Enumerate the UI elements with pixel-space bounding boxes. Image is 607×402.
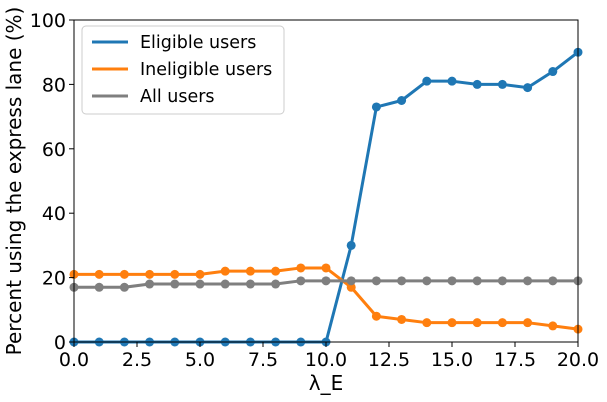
data-point [371, 102, 381, 112]
data-point [497, 318, 507, 328]
data-point [346, 282, 356, 292]
data-point [422, 276, 432, 286]
data-point [397, 96, 407, 105]
data-point [346, 240, 356, 250]
x-tick-label: 7.5 [248, 349, 278, 371]
data-point [548, 321, 558, 331]
data-point [447, 318, 457, 328]
legend-box [81, 25, 285, 115]
data-point [497, 276, 507, 286]
data-point [195, 279, 205, 289]
data-point [523, 318, 533, 328]
series-layer [69, 47, 583, 347]
data-point [422, 76, 432, 86]
data-point [447, 76, 457, 86]
data-point [119, 282, 129, 292]
data-point [523, 276, 533, 286]
y-tick-label: 20 [42, 268, 66, 290]
legend: Eligible users Ineligible users All users [81, 25, 285, 115]
data-point [296, 276, 306, 286]
data-point [220, 279, 230, 289]
series-ineligible-users [69, 263, 583, 334]
data-point [321, 276, 331, 286]
data-point [346, 276, 356, 286]
x-axis-label: λ_E [309, 371, 343, 395]
x-tick-label: 20.0 [557, 349, 599, 371]
x-tick-label: 0.0 [59, 349, 89, 371]
y-tick-label: 80 [42, 74, 66, 96]
data-point [245, 279, 255, 289]
data-point [497, 79, 507, 89]
data-point [548, 67, 558, 77]
legend-label: Ineligible users [140, 60, 272, 80]
data-point [271, 279, 281, 289]
y-tick-label: 0 [54, 332, 66, 354]
x-tick-label: 15.0 [431, 349, 473, 371]
data-point [548, 276, 558, 286]
x-tick-label: 12.5 [368, 349, 410, 371]
data-point [371, 276, 381, 286]
y-axis-label: Percent using the express lane (%) [2, 7, 26, 356]
data-point [397, 276, 407, 286]
data-point [472, 318, 482, 328]
legend-label: Eligible users [140, 33, 256, 53]
series-all-users [69, 276, 583, 292]
x-tick-label: 2.5 [122, 349, 152, 371]
x-tick-label: 10.0 [305, 349, 347, 371]
y-tick-label: 60 [42, 139, 66, 161]
data-point [296, 263, 306, 273]
data-point [170, 279, 180, 289]
y-tick-label: 40 [42, 203, 66, 225]
data-point [271, 266, 281, 276]
data-point [195, 269, 205, 279]
data-point [119, 269, 129, 279]
legend-item: All users [92, 87, 215, 107]
x-tick-label: 17.5 [494, 349, 536, 371]
legend-label: All users [140, 87, 215, 107]
data-point [170, 269, 180, 279]
data-point [245, 266, 255, 276]
data-point [523, 83, 533, 93]
legend-item: Ineligible users [92, 60, 272, 80]
data-point [94, 282, 104, 292]
data-point [472, 276, 482, 286]
data-point [321, 263, 331, 273]
y-tick-label: 100 [30, 10, 66, 32]
data-point [397, 314, 407, 324]
x-tick-label: 5.0 [185, 349, 215, 371]
data-point [145, 269, 155, 279]
data-point [447, 276, 457, 286]
data-point [371, 311, 381, 321]
x-axis-ticks: 0.0 2.5 5.0 7.5 10.0 12.5 15.0 17.5 20.0 [59, 342, 599, 371]
data-point [472, 79, 482, 89]
legend-item: Eligible users [92, 33, 256, 53]
data-point [220, 266, 230, 276]
data-point [145, 279, 155, 289]
y-axis-ticks: 0 20 40 60 80 100 [30, 10, 74, 354]
data-point [94, 269, 104, 279]
data-point [422, 318, 432, 328]
